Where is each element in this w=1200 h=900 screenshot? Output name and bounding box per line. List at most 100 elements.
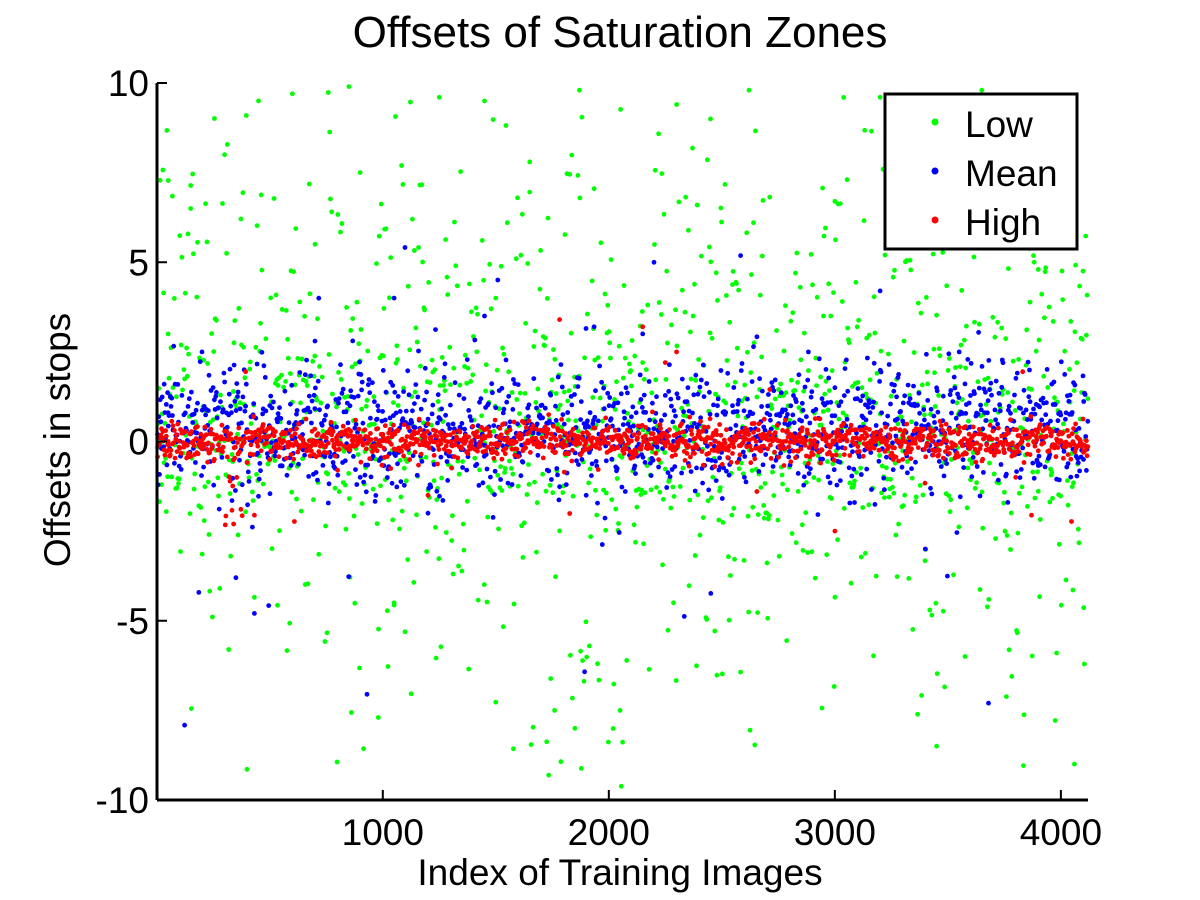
low-point	[294, 496, 299, 502]
high-point	[334, 438, 340, 444]
high-point	[844, 438, 850, 444]
low-point	[414, 512, 419, 518]
low-point	[812, 575, 818, 581]
mean-point	[932, 420, 937, 425]
low-point	[693, 377, 699, 383]
mean-point	[713, 458, 718, 464]
low-point	[358, 327, 364, 332]
high-point	[751, 430, 756, 435]
low-point	[206, 532, 212, 537]
mean-point	[561, 421, 567, 427]
high-point	[689, 431, 695, 437]
high-point	[518, 432, 524, 438]
high-point	[692, 451, 697, 456]
low-point	[490, 117, 496, 122]
high-point	[237, 436, 243, 442]
low-point	[776, 387, 781, 392]
low-point	[258, 192, 264, 198]
low-point	[442, 388, 448, 394]
low-point	[682, 309, 688, 315]
mean-point	[398, 479, 404, 484]
low-point	[619, 454, 625, 460]
mean-point	[836, 403, 842, 409]
mean-point	[616, 530, 622, 535]
mean-point	[1058, 359, 1064, 365]
high-point	[753, 439, 759, 444]
mean-point	[725, 370, 731, 376]
low-point	[524, 492, 530, 497]
low-point	[197, 355, 202, 361]
mean-point	[1085, 418, 1091, 424]
high-point	[694, 444, 700, 449]
mean-point	[499, 385, 505, 391]
high-point	[250, 452, 256, 457]
mean-point	[351, 454, 356, 459]
low-point	[750, 504, 756, 510]
mean-point	[553, 403, 558, 409]
mean-point	[196, 590, 202, 595]
high-point	[487, 429, 493, 435]
high-point	[837, 438, 843, 444]
low-point	[979, 489, 985, 495]
mean-point	[762, 427, 768, 433]
low-point	[1073, 262, 1078, 268]
low-point	[891, 490, 897, 496]
low-point	[929, 612, 935, 618]
high-point	[635, 435, 640, 441]
mean-point	[170, 413, 175, 418]
low-point	[910, 627, 916, 632]
mean-point	[791, 393, 796, 398]
low-point	[578, 648, 583, 654]
high-point	[443, 443, 449, 449]
low-point	[487, 261, 493, 267]
high-point	[657, 422, 663, 427]
high-point	[615, 445, 621, 451]
high-point	[269, 448, 275, 454]
low-point	[821, 233, 827, 239]
mean-point	[263, 408, 269, 414]
low-point	[312, 353, 318, 359]
low-point	[871, 653, 876, 659]
mean-point	[999, 384, 1005, 390]
low-point	[778, 381, 783, 387]
low-point	[464, 498, 470, 504]
low-point	[542, 335, 548, 341]
low-point	[676, 199, 682, 205]
low-point	[172, 296, 177, 301]
high-point	[814, 442, 819, 448]
low-point	[370, 486, 376, 492]
mean-point	[768, 417, 773, 423]
mean-point	[376, 408, 381, 414]
low-point	[628, 368, 634, 373]
low-point	[694, 202, 700, 208]
low-point	[760, 198, 766, 203]
mean-point	[693, 372, 699, 378]
low-point	[1071, 480, 1076, 486]
mean-point	[467, 414, 473, 419]
mean-point	[305, 405, 311, 411]
mean-point	[595, 418, 601, 424]
high-point	[768, 442, 773, 448]
mean-point	[896, 372, 901, 377]
low-point	[614, 379, 619, 385]
low-point	[594, 512, 600, 518]
low-point	[319, 374, 325, 380]
mean-point	[260, 411, 265, 417]
mean-point	[352, 425, 358, 431]
high-point	[692, 436, 698, 441]
high-point	[700, 428, 705, 434]
high-point	[730, 451, 735, 456]
high-point	[939, 440, 945, 446]
low-point	[178, 549, 183, 554]
mean-point	[882, 487, 887, 493]
high-point	[530, 423, 536, 429]
mean-point	[1040, 395, 1046, 401]
high-point	[189, 429, 194, 435]
mean-point	[938, 464, 944, 469]
low-point	[403, 478, 409, 484]
low-point	[736, 287, 741, 293]
low-point	[491, 429, 497, 434]
low-point	[365, 348, 371, 354]
mean-point	[771, 388, 777, 394]
low-point	[686, 583, 692, 589]
